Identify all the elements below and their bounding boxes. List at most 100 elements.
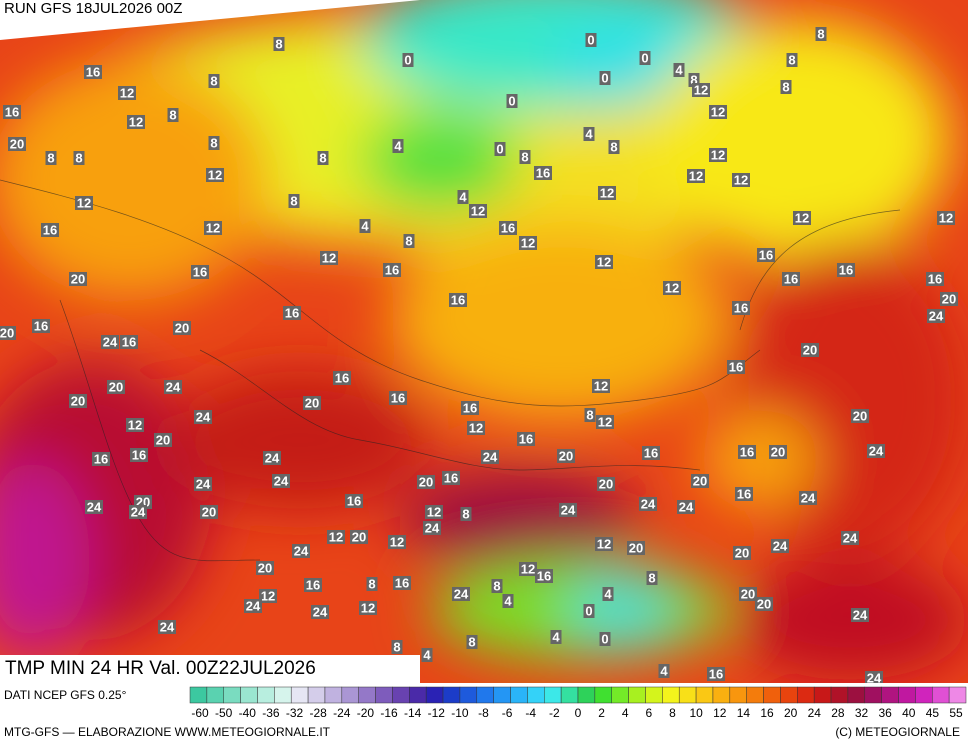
scale-tick-label: -40 (239, 706, 257, 720)
temperature-label: 16 (41, 223, 59, 238)
label-text: 12 (597, 537, 611, 552)
scale-tick-label: -14 (404, 706, 422, 720)
label-text: 16 (501, 221, 515, 236)
temperature-label: 16 (383, 263, 401, 278)
label-box (735, 487, 753, 501)
scale-swatch (628, 686, 646, 704)
label-text: 12 (665, 281, 679, 296)
label-box (366, 577, 378, 591)
temperature-label: 12 (206, 168, 224, 183)
temperature-label: 8 (519, 150, 531, 165)
scale-swatch (645, 686, 663, 704)
label-text: 8 (788, 53, 795, 68)
label-box (3, 105, 21, 119)
label-box (837, 263, 855, 277)
label-text: 12 (598, 415, 612, 430)
temperature-label: 12 (692, 83, 710, 98)
label-box (101, 335, 119, 349)
label-box (191, 265, 209, 279)
label-text: 16 (94, 452, 108, 467)
temperature-label: 20 (769, 445, 787, 460)
label-box (204, 221, 222, 235)
label-box (320, 251, 338, 265)
scale-swatch (189, 686, 208, 704)
temperature-label: 20 (8, 137, 26, 152)
scale-swatch (746, 686, 764, 704)
label-box (388, 535, 406, 549)
temperature-label: 4 (658, 664, 670, 679)
temperature-label: 8 (608, 140, 620, 155)
label-box (739, 587, 757, 601)
temperature-label: 4 (457, 190, 469, 205)
label-text: 16 (737, 487, 751, 502)
temperature-label: 12 (596, 415, 614, 430)
label-box (288, 194, 300, 208)
label-box (449, 293, 467, 307)
label-box (851, 409, 869, 423)
temperature-label: 16 (333, 371, 351, 386)
label-text: 20 (803, 343, 817, 358)
label-box (550, 630, 562, 644)
label-text: 16 (132, 448, 146, 463)
temperature-label: 8 (273, 37, 285, 52)
temperature-label: 4 (583, 127, 595, 142)
scale-tick-label: -4 (525, 706, 536, 720)
label-text: 24 (561, 503, 576, 518)
label-box (557, 449, 575, 463)
label-text: 8 (210, 136, 217, 151)
scale-tick-label: -20 (357, 706, 375, 720)
label-text: 0 (601, 632, 608, 647)
label-text: 12 (711, 148, 725, 163)
label-box (173, 321, 191, 335)
label-text: 0 (585, 604, 592, 619)
label-box (244, 599, 262, 613)
label-box (327, 530, 345, 544)
temperature-label: 24 (452, 587, 470, 602)
label-text: 16 (385, 263, 399, 278)
scale-swatch (729, 686, 747, 704)
label-box (491, 579, 503, 593)
label-text: 8 (75, 151, 82, 166)
scale-swatch (409, 686, 427, 704)
label-box (786, 53, 798, 67)
label-box (639, 51, 651, 65)
scale-tick-label: 8 (669, 706, 676, 720)
label-box (642, 446, 660, 460)
scale-tick-label: 55 (949, 706, 963, 720)
label-text: 20 (0, 326, 14, 341)
label-box (273, 37, 285, 51)
scale-swatch (847, 686, 866, 704)
label-text: 20 (175, 321, 189, 336)
label-text: 8 (319, 151, 326, 166)
label-box (208, 74, 220, 88)
label-text: 8 (817, 27, 824, 42)
label-text: 24 (87, 500, 102, 515)
temperature-label: 12 (519, 236, 537, 251)
label-box (417, 475, 435, 489)
label-box (461, 401, 479, 415)
label-text: 20 (202, 505, 216, 520)
label-box (425, 505, 443, 519)
label-box (129, 505, 147, 519)
label-box (272, 474, 290, 488)
label-box (350, 530, 368, 544)
temperature-label: 12 (320, 251, 338, 266)
scale-swatch (257, 686, 275, 704)
temperature-label: 16 (837, 263, 855, 278)
scale-swatch (358, 686, 376, 704)
label-text: 12 (329, 530, 343, 545)
temperature-label: 12 (327, 530, 345, 545)
temperature-label: 20 (200, 505, 218, 520)
temperature-label: 4 (673, 63, 685, 78)
temperature-label: 0 (585, 33, 597, 48)
scale-swatch (476, 686, 494, 704)
label-box (481, 450, 499, 464)
scale-tick-label: 4 (622, 706, 629, 720)
label-box (333, 371, 351, 385)
label-box (259, 589, 277, 603)
label-box (584, 408, 596, 422)
temperature-label: 0 (599, 632, 611, 647)
label-text: 4 (660, 664, 668, 679)
temperature-label: 12 (469, 204, 487, 219)
label-text: 16 (734, 301, 748, 316)
